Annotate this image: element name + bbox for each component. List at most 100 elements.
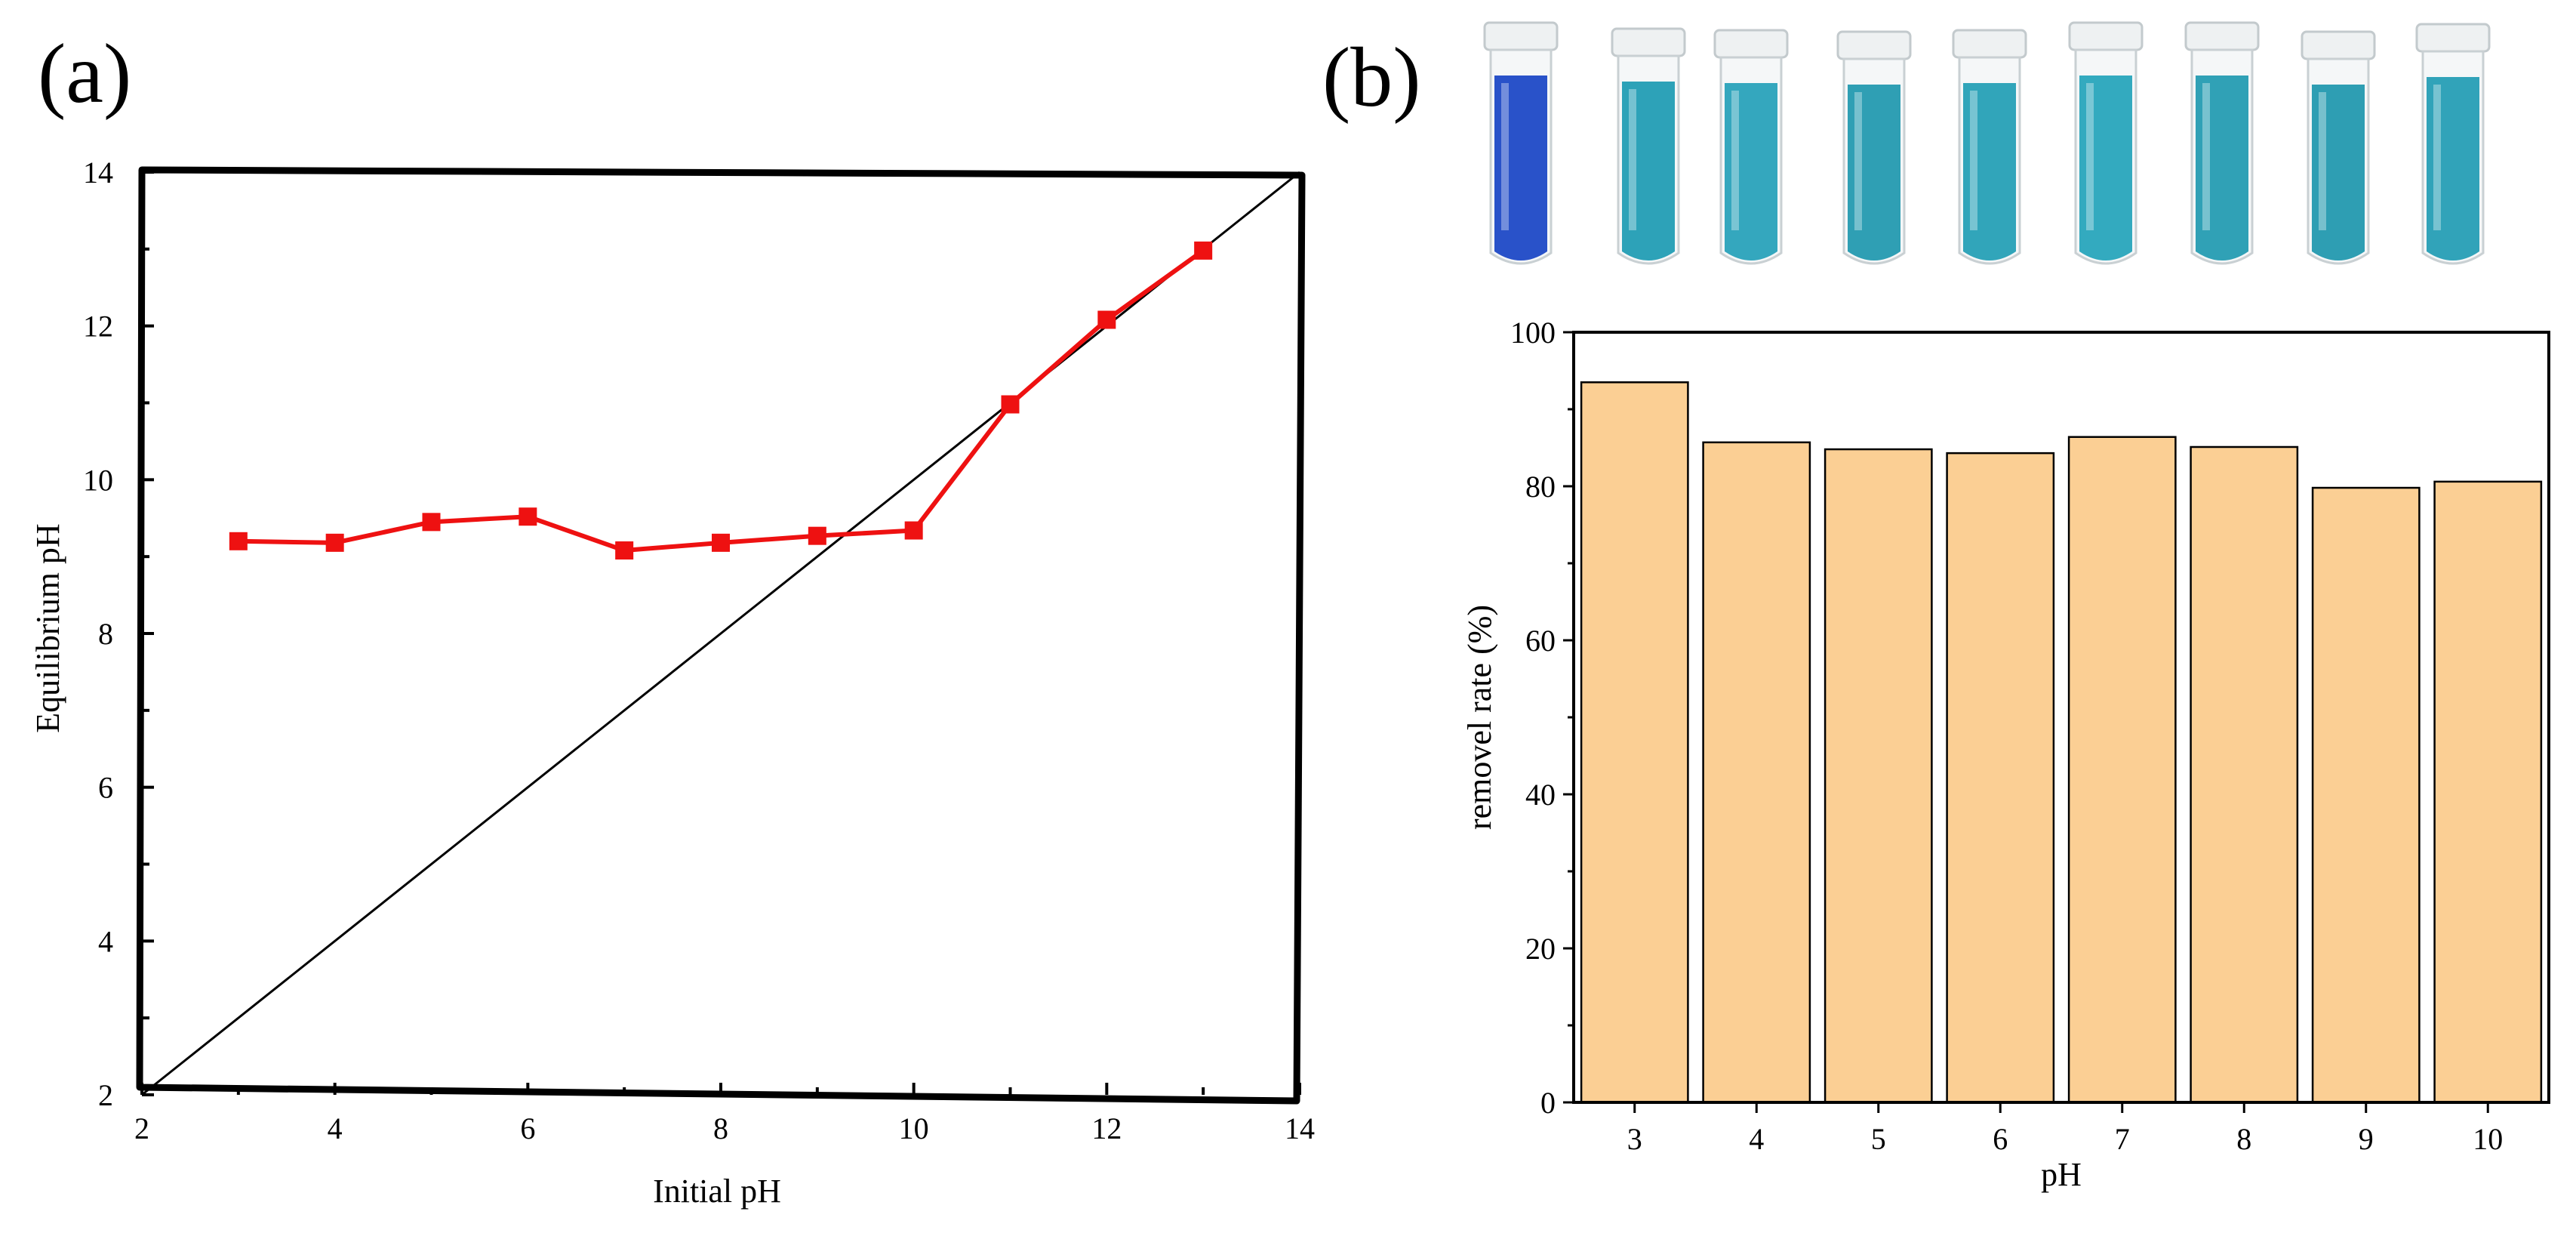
panel-a-data-point: [422, 513, 441, 532]
panel-b-x-tick-label: 5: [1871, 1122, 1886, 1156]
tube-liquid: [1494, 76, 1547, 260]
panel-a-data-point: [1194, 241, 1213, 260]
panel-a-data-point: [904, 521, 923, 540]
panel-b-bar: [2311, 486, 2421, 1104]
panel-a-y-tick-labels: 2 4 6 8 10 12 14: [83, 156, 113, 1112]
panel-a-label: (a): [38, 27, 131, 121]
panel-b-bar: [1946, 452, 2055, 1104]
panel-b-x-tick-label: 6: [1993, 1122, 2008, 1156]
panel-b-bar: [1824, 448, 1933, 1104]
panel-b-x-tick-label: 8: [2236, 1122, 2251, 1156]
tube-highlight: [2319, 92, 2326, 230]
panel-a-data-point: [808, 526, 826, 545]
panel-a-x-axis-title: Initial pH: [653, 1173, 781, 1210]
panel-a-plot-frame: [136, 166, 1306, 1105]
panel-b-y-tick-label: 80: [1525, 470, 1556, 504]
panel-b-bar: [2190, 445, 2299, 1104]
tube-highlight: [2433, 85, 2441, 230]
panel-a-data-point: [519, 507, 537, 526]
tube-highlight: [1731, 91, 1739, 230]
sample-tube: [2068, 21, 2144, 265]
tube-liquid: [2196, 76, 2248, 260]
tube-cap: [2068, 21, 2144, 51]
tube-cap: [2301, 30, 2376, 60]
panel-a-x-tick-label: 8: [713, 1111, 728, 1145]
tube-liquid: [1725, 83, 1777, 260]
sample-tube: [2184, 21, 2260, 265]
panel-a-y-tick-label: 4: [98, 924, 113, 958]
panel-b-y-tick-label: 40: [1525, 778, 1556, 812]
panel-a-x-tick-label: 6: [520, 1111, 535, 1145]
tube-cap: [2415, 23, 2491, 53]
panel-b: (b) 3 4 5 6 7 8 9 10 0 20 40 60 80 100: [1322, 21, 2550, 1193]
tube-photo: [1483, 21, 2491, 265]
panel-a-y-tick-label: 6: [98, 771, 113, 805]
panel-a-data-point: [712, 533, 730, 552]
panel-b-y-tick-label: 100: [1510, 316, 1556, 350]
panel-a-x-tick-label: 10: [899, 1111, 929, 1145]
panel-b-x-tick-label: 7: [2115, 1122, 2130, 1156]
tube-liquid: [2312, 85, 2365, 260]
tube-liquid: [1622, 82, 1675, 260]
panel-b-y-tick-label: 60: [1525, 624, 1556, 658]
panel-b-bar: [2433, 480, 2543, 1104]
panel-b-x-tick-labels: 3 4 5 6 7 8 9 10: [1627, 1122, 2504, 1156]
tube-highlight: [1501, 83, 1509, 230]
sample-tube: [2415, 23, 2491, 265]
sample-tube: [1483, 21, 1559, 265]
tube-cap: [1836, 30, 1912, 60]
panel-b-x-tick-label: 10: [2473, 1122, 2503, 1156]
tube-cap: [2184, 21, 2260, 51]
panel-a-data-point: [615, 541, 634, 560]
tube-highlight: [1970, 91, 1977, 230]
tube-liquid: [2079, 76, 2132, 260]
panel-a-series-line: [238, 248, 1205, 553]
tube-cap: [1483, 21, 1559, 51]
panel-a-y-tick-label: 8: [98, 617, 113, 651]
tube-liquid: [2427, 77, 2479, 260]
panel-b-bar: [1702, 441, 1811, 1104]
panel-b-x-axis-title: pH: [2041, 1156, 2082, 1193]
sample-tube: [2301, 30, 2376, 265]
panel-a-ticks: [140, 171, 1301, 1096]
panel-a-y-axis-title: Equilibrium pH: [29, 523, 66, 732]
panel-a-x-tick-labels: 2 4 6 8 10 12 14: [134, 1111, 1315, 1145]
panel-a: (a) 2 4 6 8 10 12 14 2 4 6 8 10 12 14: [29, 27, 1315, 1210]
panel-b-bar: [2067, 436, 2177, 1104]
panel-b-y-tick-label: 0: [1540, 1086, 1556, 1120]
panel-a-reference-line: [141, 171, 1300, 1096]
sample-tube: [1713, 29, 1789, 265]
tube-highlight: [1629, 89, 1636, 230]
tube-cap: [1713, 29, 1789, 59]
panel-b-x-tick-label: 4: [1749, 1122, 1764, 1156]
tube-liquid: [1963, 83, 2016, 260]
panel-a-x-tick-label: 4: [328, 1111, 343, 1145]
panel-b-y-tick-labels: 0 20 40 60 80 100: [1510, 316, 1556, 1120]
tube-liquid: [1848, 85, 1900, 260]
panel-a-y-tick-label: 14: [83, 156, 113, 190]
panel-a-data-point: [1001, 395, 1020, 414]
panel-b-x-tick-label: 3: [1627, 1122, 1642, 1156]
tube-cap: [1952, 29, 2027, 59]
panel-a-data-point: [325, 533, 344, 552]
panel-b-label: (b): [1322, 31, 1421, 125]
panel-a-x-tick-label: 14: [1285, 1111, 1315, 1145]
panel-b-ticks: [1563, 331, 2489, 1113]
panel-b-bars: [1580, 381, 2543, 1104]
sample-tube: [1836, 30, 1912, 265]
tube-highlight: [1854, 92, 1862, 230]
panel-b-bar: [1580, 381, 1689, 1104]
panel-b-y-tick-label: 20: [1525, 932, 1556, 966]
panel-b-y-axis-title: removel rate (%): [1461, 605, 1498, 830]
panel-a-markers: [229, 241, 1213, 560]
panel-a-y-tick-label: 10: [83, 463, 113, 497]
panel-a-y-tick-label: 2: [98, 1078, 113, 1112]
tube-cap: [1611, 27, 1686, 57]
tube-highlight: [2202, 83, 2210, 230]
tube-highlight: [2086, 83, 2094, 230]
panel-a-data-point: [229, 532, 248, 550]
panel-b-x-tick-label: 9: [2359, 1122, 2374, 1156]
sample-tube: [1611, 27, 1686, 265]
sample-tube: [1952, 29, 2027, 265]
